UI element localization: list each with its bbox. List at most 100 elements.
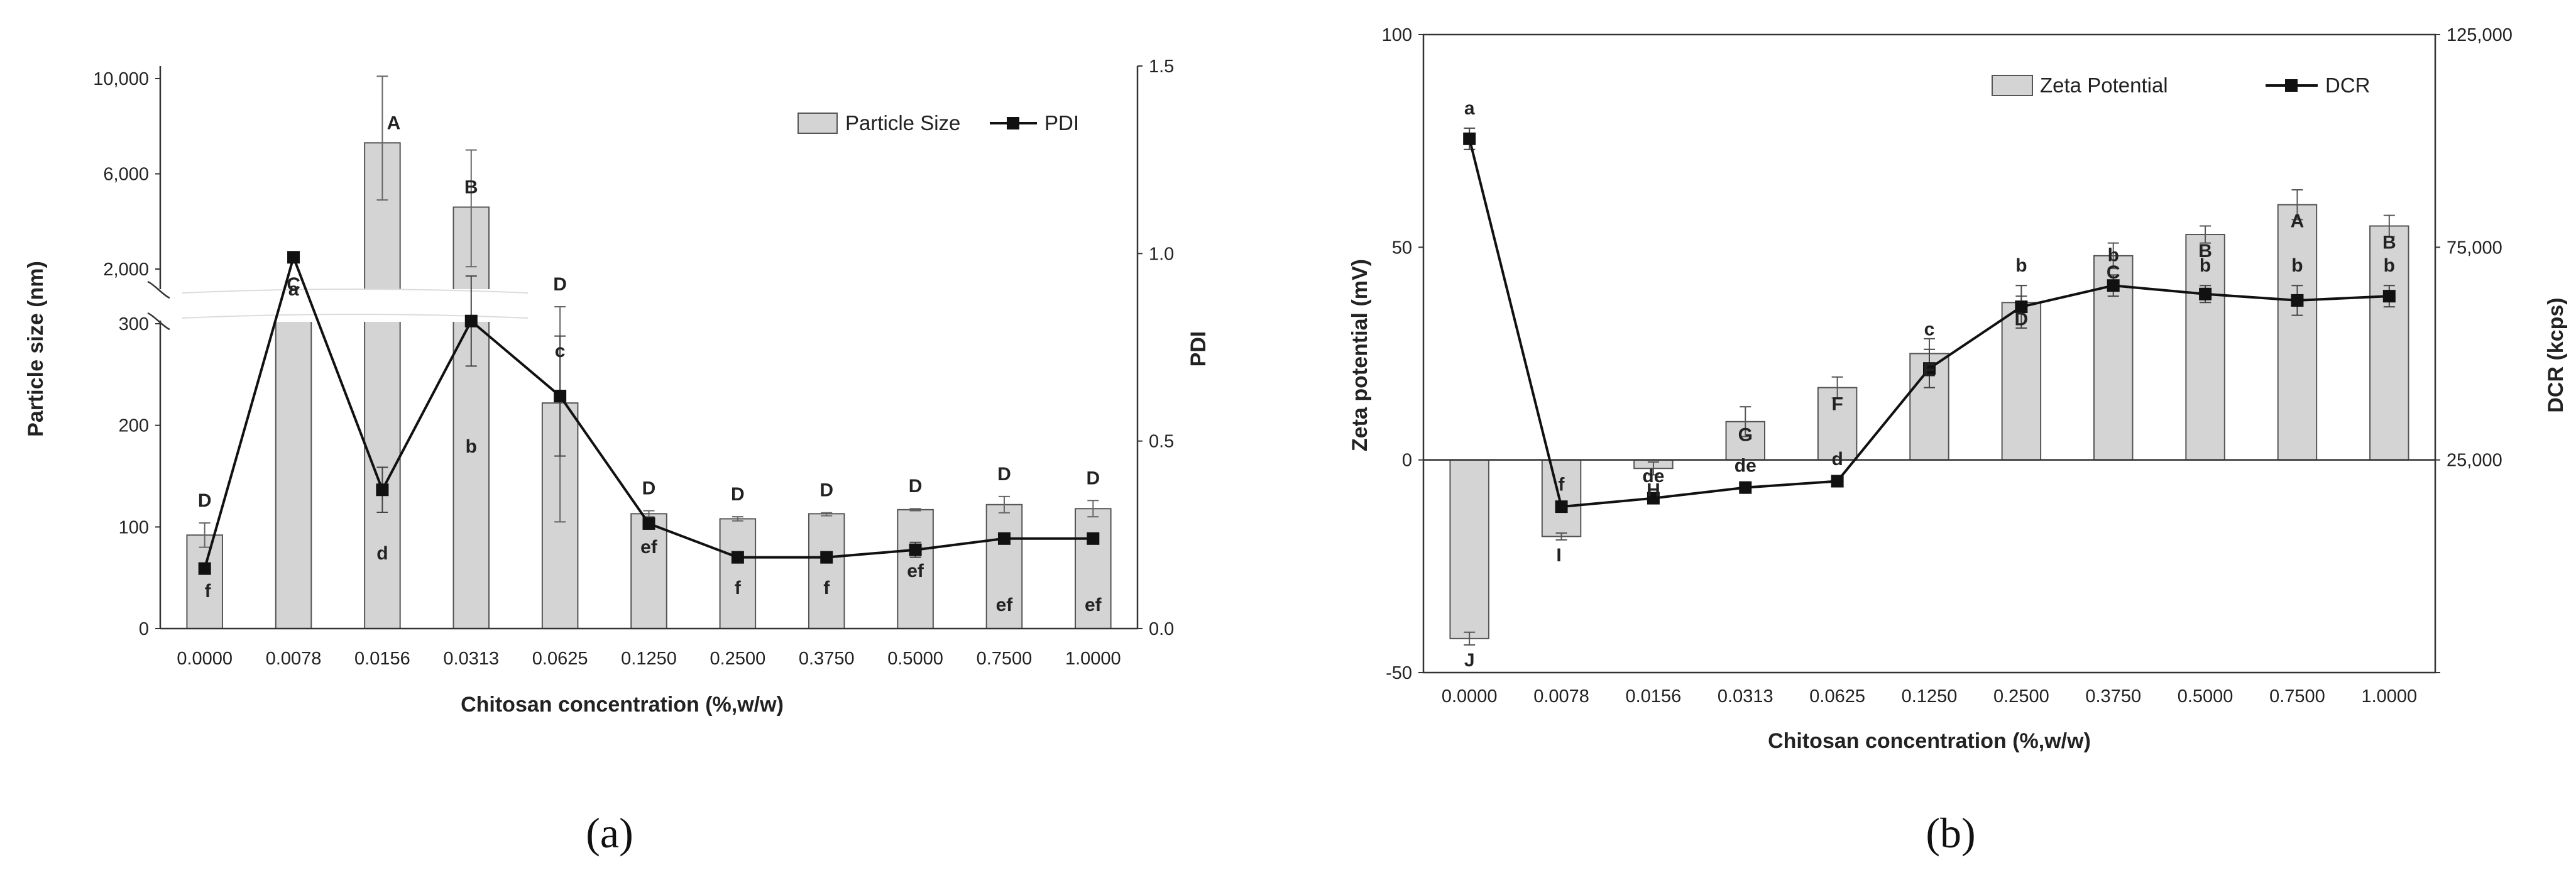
dcr-point bbox=[1831, 475, 1844, 488]
particle-size-bar bbox=[630, 513, 667, 629]
particle-size-bar bbox=[364, 142, 401, 629]
zeta-potential-bar bbox=[1541, 459, 1582, 537]
pdi-point bbox=[464, 314, 478, 327]
particle-size-bar bbox=[719, 518, 757, 630]
x-axis-title: Chitosan concentration (%,w/w) bbox=[1768, 729, 2091, 753]
dcr-point bbox=[1923, 362, 1936, 375]
dcr-significance-letter: de bbox=[1735, 455, 1757, 476]
legend-label-dcr: DCR bbox=[2325, 74, 2370, 97]
y-tick-label: 0 bbox=[139, 619, 149, 639]
pdi-point bbox=[731, 551, 744, 564]
y-tick-label: 0 bbox=[1402, 451, 1412, 471]
pdi-point bbox=[376, 483, 389, 497]
dcr-significance-letter: b bbox=[2108, 245, 2119, 265]
x-tick-label: 0.7500 bbox=[2269, 686, 2325, 707]
pdi-significance-letter: d bbox=[376, 543, 388, 564]
x-tick-label: 0.0625 bbox=[1809, 686, 1865, 707]
particle-size-bar bbox=[186, 534, 223, 629]
pdi-significance-letter: ef bbox=[996, 595, 1014, 615]
dcr-point bbox=[1463, 132, 1476, 145]
dcr-significance-letter: de bbox=[1642, 466, 1664, 487]
dcr-point bbox=[2382, 290, 2396, 303]
y-tick-label: -50 bbox=[1386, 663, 1412, 683]
zeta-significance-letter: H bbox=[1647, 480, 1660, 500]
x-tick-label: 0.0313 bbox=[1718, 686, 1773, 707]
dcr-point bbox=[2291, 294, 2304, 307]
dcr-significance-letter: b bbox=[2200, 255, 2211, 276]
zeta-significance-letter: C bbox=[2107, 262, 2120, 283]
legend-swatch-zeta bbox=[1992, 75, 2033, 96]
axis-break-mark bbox=[147, 312, 170, 331]
zeta-significance-letter: E bbox=[1923, 360, 1936, 381]
x-tick-label: 0.7500 bbox=[977, 649, 1033, 669]
legend-label-particle-size: Particle Size bbox=[845, 111, 960, 135]
pdi-point bbox=[198, 562, 211, 575]
pdi-point bbox=[820, 551, 833, 564]
y2-tick-label: 0.0 bbox=[1149, 619, 1174, 639]
zeta-potential-bar bbox=[2185, 234, 2225, 461]
x-tick-label: 0.0078 bbox=[1533, 686, 1589, 707]
pdi-point bbox=[554, 390, 567, 403]
particle-size-bar bbox=[808, 513, 845, 629]
panel-b-label: (b) bbox=[1926, 809, 1975, 857]
axis-break-edge bbox=[182, 314, 529, 319]
dcr-significance-letter: d bbox=[1831, 449, 1843, 470]
pdi-significance-letter: ef bbox=[640, 537, 658, 558]
dcr-point bbox=[2107, 279, 2120, 292]
axis-break-mark bbox=[147, 280, 170, 299]
particle-size-bar bbox=[275, 306, 312, 629]
x-tick-label: 0.0625 bbox=[532, 649, 588, 669]
dcr-point bbox=[1739, 481, 1752, 494]
x-tick-label: 0.1250 bbox=[1902, 686, 1958, 707]
legend-swatch-particle-size bbox=[797, 113, 838, 134]
bar-significance-letter: D bbox=[731, 484, 745, 505]
dcr-significance-letter: b bbox=[2291, 255, 2303, 276]
zeta-significance-letter: I bbox=[1556, 545, 1561, 566]
bar-significance-letter: D bbox=[819, 480, 833, 501]
x-axis-title: Chitosan concentration (%,w/w) bbox=[461, 693, 784, 717]
y-axis-title: Particle size (nm) bbox=[24, 261, 48, 437]
bar-significance-letter: D bbox=[1086, 468, 1100, 488]
particle-size-bar bbox=[1075, 508, 1112, 629]
panel-a-label: (a) bbox=[586, 809, 633, 857]
x-tick-label: 0.2500 bbox=[710, 649, 766, 669]
plot-frame bbox=[1422, 33, 2436, 674]
x-tick-label: 0.0313 bbox=[443, 649, 499, 669]
zeta-potential-bar bbox=[1449, 459, 1489, 639]
y2-tick-label: 125,000 bbox=[2447, 25, 2513, 45]
pdi-significance-letter: f bbox=[205, 581, 212, 602]
pdi-point bbox=[287, 251, 300, 264]
x-tick-label: 0.0156 bbox=[354, 649, 410, 669]
pdi-significance-letter: ef bbox=[907, 561, 924, 581]
particle-size-bar bbox=[897, 509, 934, 629]
bar-significance-letter: A bbox=[387, 113, 401, 133]
y2-tick-label: 0.5 bbox=[1149, 432, 1174, 452]
axis-break-edge bbox=[182, 289, 529, 294]
y2-axis-title: PDI bbox=[1187, 331, 1210, 367]
chart-panel-b: -50 0 50 100 25,000 75,000 125,000 0.0000 0.0078… bbox=[1348, 25, 2568, 753]
pdi-significance-letter: a bbox=[288, 279, 299, 300]
pdi-significance-letter: c bbox=[555, 341, 566, 361]
particle-size-bar bbox=[452, 206, 490, 629]
x-tick-label: 0.1250 bbox=[621, 649, 677, 669]
x-tick-label: 0.0078 bbox=[266, 649, 322, 669]
bar-significance-letter: D bbox=[198, 490, 212, 511]
bar-significance-letter: D bbox=[553, 274, 567, 295]
dcr-point bbox=[2199, 287, 2212, 300]
x-tick-label: 1.0000 bbox=[1065, 649, 1121, 669]
bar-significance-letter: D bbox=[909, 476, 923, 497]
bar-significance-letter: D bbox=[642, 478, 656, 498]
dcr-point bbox=[1555, 500, 1568, 514]
x-tick-label: 0.0000 bbox=[1442, 686, 1498, 707]
y-tick-label: 200 bbox=[119, 416, 149, 436]
legend-swatch-dcr-marker bbox=[2285, 79, 2298, 92]
pdi-point bbox=[1087, 532, 1100, 545]
zeta-significance-letter: D bbox=[2015, 309, 2029, 329]
dcr-significance-letter: f bbox=[1559, 475, 1565, 495]
x-tick-label: 0.0156 bbox=[1626, 686, 1682, 707]
chart-panel-a: 0 100 200 300 2,000 6,000 10,000 0.0 0.5 1.0 1.5 0.… bbox=[24, 57, 1210, 717]
zeta-significance-letter: A bbox=[2291, 211, 2305, 232]
y-tick-label: 6,000 bbox=[103, 165, 149, 185]
zeta-significance-letter: J bbox=[1464, 650, 1475, 671]
zeta-potential-bar bbox=[1817, 387, 1858, 461]
